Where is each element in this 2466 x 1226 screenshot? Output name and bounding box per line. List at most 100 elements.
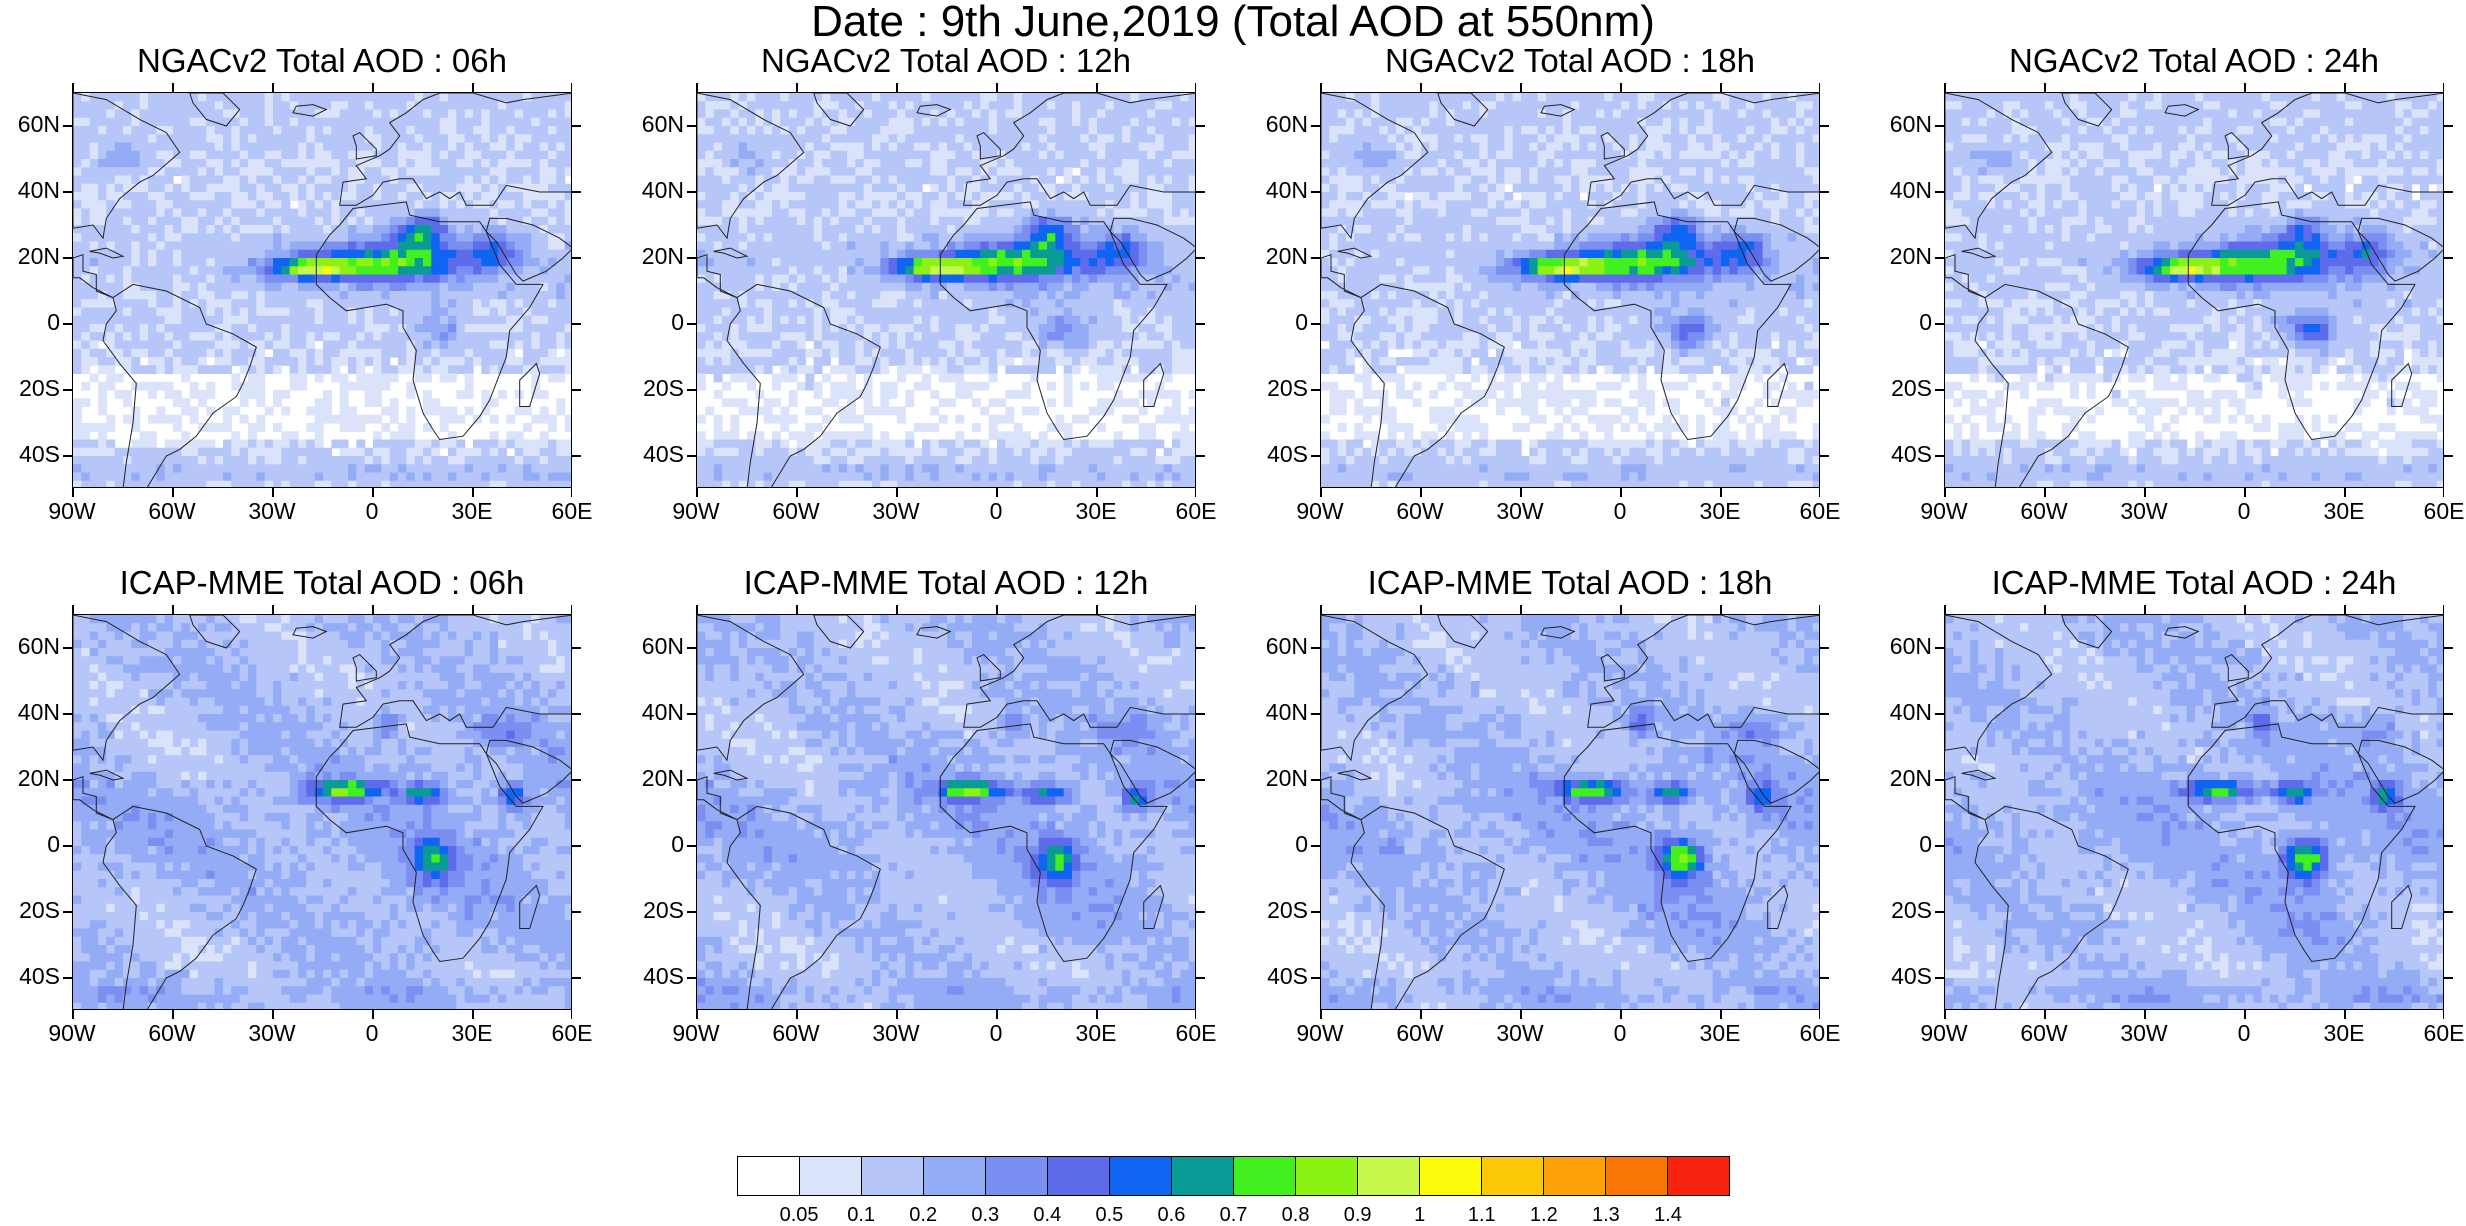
aod-cell [947, 200, 956, 209]
aod-cell [73, 126, 82, 135]
aod-cell [1164, 192, 1173, 201]
aod-cell [755, 448, 764, 457]
aod-cell [1089, 176, 1098, 185]
aod-cell [1072, 316, 1081, 325]
aod-cell [240, 440, 249, 449]
aod-cell [273, 93, 282, 102]
aod-cell [373, 473, 382, 482]
aod-cell [972, 167, 981, 176]
aod-cell [1064, 448, 1073, 457]
aod-cell [223, 407, 232, 416]
aod-cell [331, 151, 340, 160]
aod-cell [306, 192, 315, 201]
aod-cell [914, 299, 923, 308]
aod-cell [515, 473, 524, 482]
aod-cell [897, 275, 906, 284]
aod-cell [805, 448, 814, 457]
aod-cell [772, 291, 781, 300]
aod-cell [90, 423, 99, 432]
aod-cell [348, 357, 357, 366]
aod-cell [223, 250, 232, 259]
aod-cell [905, 365, 914, 374]
aod-cell [772, 151, 781, 160]
aod-cell [506, 233, 515, 242]
aod-cell [947, 398, 956, 407]
aod-cell [914, 349, 923, 358]
aod-cell [148, 184, 157, 193]
aod-cell [822, 275, 831, 284]
aod-cell [456, 126, 465, 135]
aod-cell [548, 258, 557, 267]
aod-cell [989, 398, 998, 407]
aod-cell [390, 341, 399, 350]
aod-cell [315, 151, 324, 160]
aod-cell [1114, 110, 1123, 119]
aod-cell [131, 258, 140, 267]
aod-cell [431, 134, 440, 143]
aod-cell [780, 275, 789, 284]
aod-cell [356, 456, 365, 465]
aod-cell [889, 200, 898, 209]
aod-cell [739, 448, 748, 457]
aod-cell [198, 448, 207, 457]
aod-cell [481, 481, 490, 488]
aod-cell [1080, 349, 1089, 358]
aod-cell [1189, 407, 1196, 416]
aod-cell [356, 423, 365, 432]
aod-cell [780, 134, 789, 143]
aod-cell [81, 357, 90, 366]
aod-cell [1080, 341, 1089, 350]
aod-cell [315, 200, 324, 209]
aod-cell [381, 184, 390, 193]
aod-cell [697, 101, 706, 110]
aod-cell [248, 374, 257, 383]
aod-cell [1130, 299, 1139, 308]
aod-cell [148, 341, 157, 350]
aod-cell [1164, 324, 1173, 333]
aod-cell [331, 291, 340, 300]
aod-cell [764, 275, 773, 284]
aod-cell [1130, 357, 1139, 366]
aod-cell [847, 308, 856, 317]
aod-cell [473, 176, 482, 185]
aod-cell [240, 390, 249, 399]
aod-cell [281, 225, 290, 234]
aod-cell [381, 93, 390, 102]
aod-cell [1064, 242, 1073, 251]
aod-cell [822, 217, 831, 226]
aod-cell [822, 93, 831, 102]
aod-cell [456, 143, 465, 152]
aod-cell [764, 332, 773, 341]
aod-cell [1072, 357, 1081, 366]
aod-cell [864, 382, 873, 391]
aod-cell [181, 316, 190, 325]
aod-cell [448, 357, 457, 366]
aod-cell [306, 291, 315, 300]
aod-cell [290, 184, 299, 193]
aod-cell [922, 192, 931, 201]
aod-cell [348, 167, 357, 176]
aod-cell [814, 159, 823, 168]
aod-cell [456, 217, 465, 226]
aod-cell [780, 423, 789, 432]
aod-cell [165, 159, 174, 168]
aod-cell [1055, 275, 1064, 284]
aod-cell [1130, 242, 1139, 251]
aod-cell [1080, 217, 1089, 226]
aod-cell [1055, 151, 1064, 160]
aod-cell [231, 242, 240, 251]
aod-cell [440, 299, 449, 308]
aod-cell [423, 440, 432, 449]
aod-cell [847, 250, 856, 259]
aod-cell [780, 151, 789, 160]
aod-cell [980, 324, 989, 333]
aod-cell [964, 316, 973, 325]
aod-cell [905, 291, 914, 300]
aod-cell [398, 101, 407, 110]
aod-cell [964, 233, 973, 242]
aod-cell [531, 324, 540, 333]
aod-cell [123, 250, 132, 259]
aod-cell [889, 209, 898, 218]
aod-cell [481, 357, 490, 366]
aod-cell [473, 192, 482, 201]
